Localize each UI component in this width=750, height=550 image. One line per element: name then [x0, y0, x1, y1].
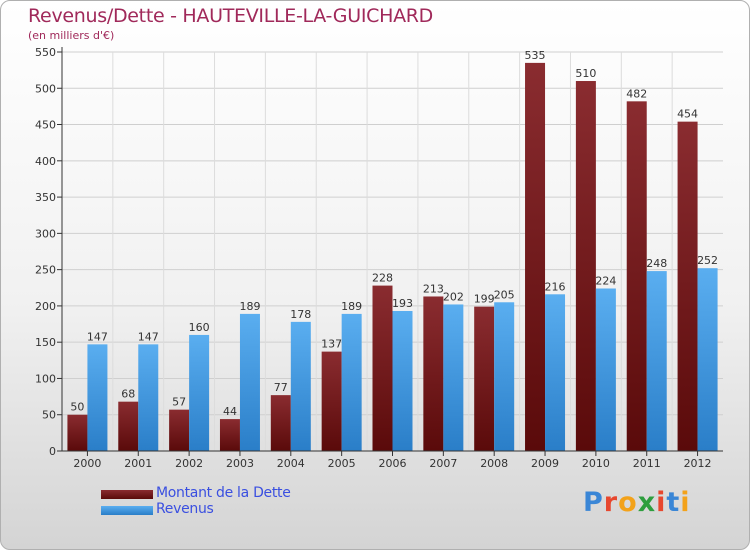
data-label-revenus-2001: 147	[138, 330, 159, 343]
data-label-revenus-2008: 205	[494, 288, 515, 301]
data-label-dette-2004: 77	[274, 381, 288, 394]
y-tick-label-400: 400	[35, 155, 56, 168]
bar-revenus-2000	[87, 344, 108, 451]
logo-letter: P	[583, 487, 604, 518]
bar-dette-2010	[575, 81, 596, 451]
logo-letter: o	[618, 487, 638, 518]
legend-label-revenus: Revenus	[156, 501, 214, 517]
data-label-revenus-2004: 178	[290, 308, 311, 321]
y-tick-label-300: 300	[35, 227, 56, 240]
bar-dette-2007	[423, 296, 444, 451]
bar-dette-2000	[67, 414, 88, 451]
y-tick-label-500: 500	[35, 82, 56, 95]
y-tick-label-50: 50	[42, 409, 56, 422]
data-labels: 50 147 68 147 57 160 44 189 77 178 137 189 228 193 213…	[70, 49, 718, 418]
logo-letter: t	[666, 487, 681, 518]
x-tick-label-2008: 2008	[480, 457, 508, 470]
data-label-dette-2012: 454	[677, 108, 698, 121]
data-label-dette-2010: 510	[575, 67, 596, 80]
y-tick-label-150: 150	[35, 336, 56, 349]
data-label-revenus-2010: 224	[595, 274, 616, 287]
x-tick-label-2011: 2011	[633, 457, 661, 470]
data-label-revenus-2000: 147	[87, 330, 108, 343]
bar-revenus-2004	[290, 321, 311, 451]
bar-dette-2001	[118, 401, 139, 451]
x-tick-label-2004: 2004	[277, 457, 305, 470]
y-tick-label-250: 250	[35, 264, 56, 277]
legend-swatch-dette	[101, 490, 153, 499]
x-tick-label-2012: 2012	[684, 457, 712, 470]
x-tick-label-2005: 2005	[328, 457, 356, 470]
data-label-revenus-2011: 248	[646, 257, 667, 270]
x-tick-label-2002: 2002	[175, 457, 203, 470]
proxiti-logo: Proxiti	[583, 487, 691, 518]
bar-dette-2006	[372, 285, 393, 451]
data-label-revenus-2009: 216	[545, 280, 566, 293]
x-tick-label-2006: 2006	[379, 457, 407, 470]
data-label-dette-2005: 137	[321, 338, 342, 351]
data-label-dette-2006: 228	[372, 272, 393, 285]
x-tick-label-2001: 2001	[124, 457, 152, 470]
bar-revenus-2003	[239, 313, 260, 451]
bar-revenus-2005	[341, 313, 362, 451]
chart-subtitle: (en milliers d'€)	[28, 29, 115, 42]
data-label-revenus-2012: 252	[697, 254, 718, 267]
x-tick-label-2010: 2010	[582, 457, 610, 470]
bar-revenus-2011	[646, 271, 667, 451]
bar-revenus-2010	[595, 288, 616, 451]
y-tick-label-0: 0	[49, 445, 56, 458]
y-tick-label-100: 100	[35, 372, 56, 385]
data-label-dette-2000: 50	[70, 401, 84, 414]
y-tick-label-350: 350	[35, 191, 56, 204]
bar-dette-2002	[169, 409, 190, 451]
bar-revenus-2012	[697, 268, 718, 451]
logo-letter: i	[656, 487, 667, 518]
y-tick-label-550: 550	[35, 46, 56, 59]
bar-dette-2011	[626, 101, 647, 452]
bar-dette-2008	[474, 306, 495, 451]
data-label-dette-2011: 482	[626, 87, 647, 100]
bar-dette-2009	[525, 62, 546, 452]
logo-letter: i	[680, 487, 691, 518]
data-label-dette-2007: 213	[423, 282, 444, 295]
bar-dette-2012	[677, 121, 698, 451]
bar-revenus-2001	[138, 344, 159, 451]
bar-dette-2003	[219, 419, 240, 451]
data-label-dette-2002: 57	[172, 396, 186, 409]
logo-letter: r	[603, 487, 619, 518]
logo-letter: x	[637, 487, 657, 518]
data-label-revenus-2007: 202	[443, 290, 464, 303]
x-tick-label-2003: 2003	[226, 457, 254, 470]
bar-revenus-2002	[189, 334, 210, 451]
bar-revenus-2009	[545, 294, 566, 451]
y-tick-label-450: 450	[35, 119, 56, 132]
data-label-dette-2001: 68	[121, 388, 135, 401]
y-tick-label-200: 200	[35, 300, 56, 313]
data-label-revenus-2005: 189	[341, 300, 362, 313]
data-label-revenus-2006: 193	[392, 297, 413, 310]
bars	[67, 62, 718, 452]
legend-swatch-revenus	[101, 506, 153, 515]
x-tick-label-2009: 2009	[531, 457, 559, 470]
bar-revenus-2006	[392, 310, 413, 451]
x-tick-label-2000: 2000	[73, 457, 101, 470]
data-label-revenus-2002: 160	[189, 321, 210, 334]
chart-title: Revenus/Dette - HAUTEVILLE-LA-GUICHARD	[28, 5, 434, 27]
bar-revenus-2008	[494, 302, 515, 451]
legend-label-dette: Montant de la Dette	[156, 485, 291, 501]
data-label-dette-2008: 199	[474, 293, 495, 306]
x-tick-label-2007: 2007	[429, 457, 457, 470]
data-label-dette-2009: 535	[525, 49, 546, 62]
data-label-dette-2003: 44	[223, 405, 237, 418]
data-label-revenus-2003: 189	[239, 300, 260, 313]
bar-dette-2005	[321, 351, 342, 451]
bar-dette-2004	[270, 395, 291, 451]
bar-revenus-2007	[443, 304, 464, 451]
